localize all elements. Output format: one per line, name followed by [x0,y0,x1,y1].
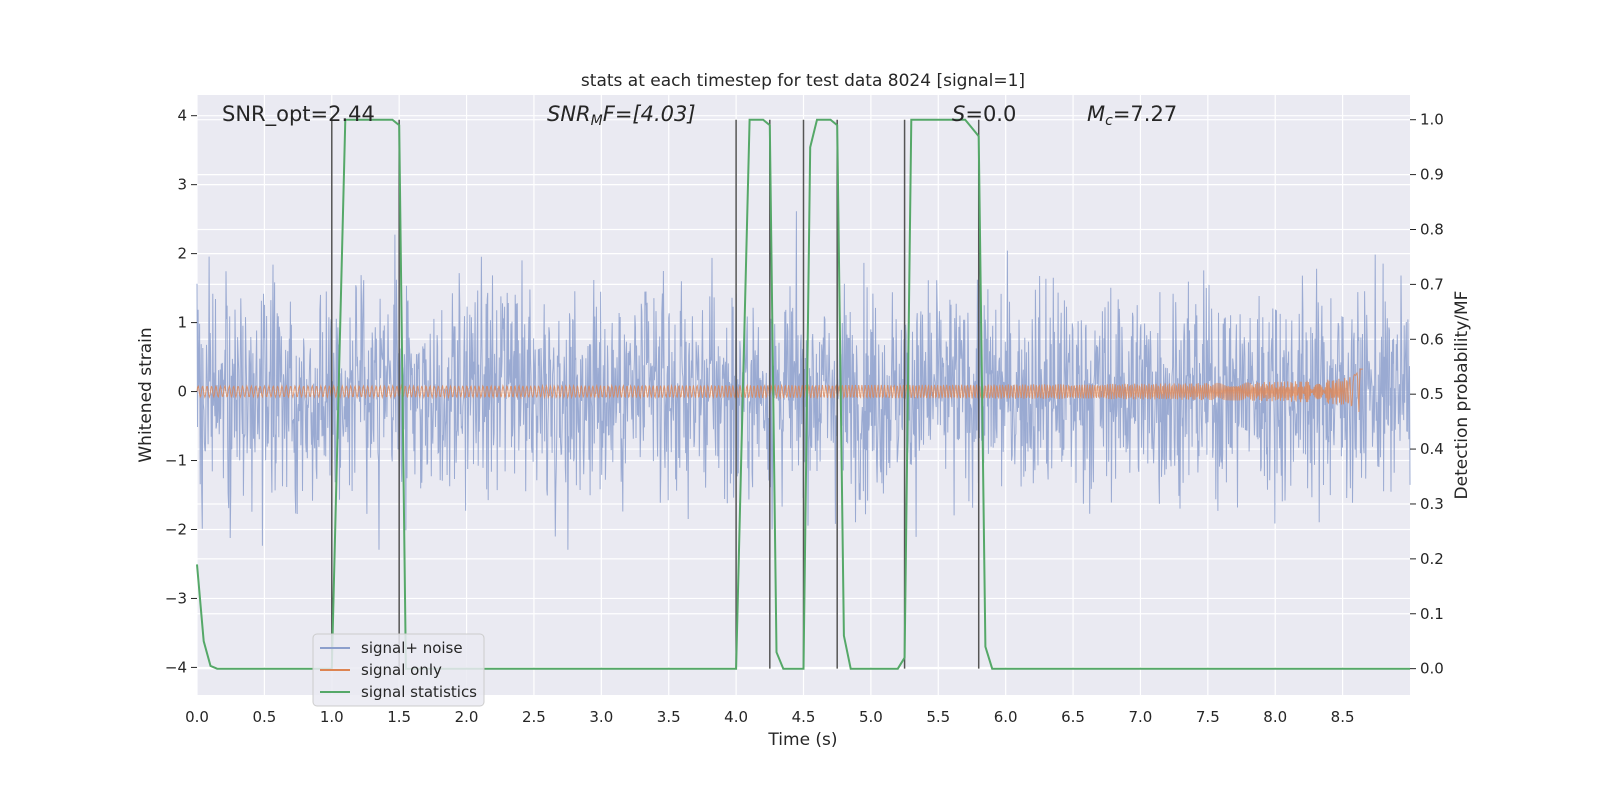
y-tick-label-right: 0.9 [1420,166,1444,184]
x-tick-label: 3.5 [657,708,681,726]
x-tick-label: 8.5 [1331,708,1355,726]
x-tick-label: 3.0 [589,708,613,726]
y-tick-label-left: −4 [165,658,187,676]
y-tick-label-left: 2 [177,245,187,263]
x-tick-label: 7.0 [1129,708,1153,726]
x-axis-ticks: 0.0 0.5 1.0 1.5 2.0 2.5 3.0 3.5 4.0 4.5 5.0 5.5 6.0 6… [185,708,1354,726]
legend-label-signal-noise: signal+ noise [361,639,463,657]
vertical-markers [331,119,980,669]
y-tick-label-left: 0 [177,383,187,401]
signal-only-line [196,368,1363,412]
chart-title: stats at each timestep for test data 802… [581,71,1025,91]
annotation-s: S=0.0 [952,102,1016,126]
x-tick-label: 5.0 [859,708,883,726]
x-tick-label: 6.0 [994,708,1018,726]
left-y-axis-label: Whitened strain [136,327,156,462]
y-tick-label-left: −2 [165,520,187,538]
x-tick-label: 1.5 [387,708,411,726]
x-tick-label: 2.5 [522,708,546,726]
x-axis-label: Time (s) [767,730,837,750]
y-tick-label-left: −1 [165,452,187,470]
x-tick-label: 8.0 [1263,708,1287,726]
x-tick-label: 0.5 [252,708,276,726]
annotation-snr-mf: SNRMF=[4.03] [547,102,696,129]
right-y-axis-label: Detection probability/MF [1452,291,1472,500]
y-tick-label-right: 0.6 [1420,330,1444,348]
y-tick-label-right: 0.4 [1420,440,1444,458]
legend-label-signal-only: signal only [361,661,442,679]
y-tick-label-right: 1.0 [1420,111,1444,129]
y-tick-label-left: 3 [177,176,187,194]
y-tick-label-right: 0.5 [1420,385,1444,403]
legend: signal+ noise signal only signal statist… [312,633,485,707]
x-tick-label: 5.5 [926,708,950,726]
signal-only-series [196,368,1363,412]
y-tick-label-right: 0.1 [1420,605,1444,623]
x-tick-label: 0.0 [185,708,209,726]
right-y-axis-ticks: 1.0 0.9 0.8 0.7 0.6 0.5 0.4 0.3 0.2 0.1 0.0 [1410,111,1444,678]
annotation-snr-opt: SNR_opt=2.44 [222,102,375,127]
y-tick-label-right: 0.7 [1420,275,1444,293]
x-tick-label: 4.0 [724,708,748,726]
legend-box [312,633,485,707]
y-tick-label-right: 0.2 [1420,550,1444,568]
y-tick-label-right: 0.8 [1420,220,1444,238]
x-tick-label: 4.5 [792,708,816,726]
y-tick-label-left: 4 [177,107,187,125]
y-tick-label-right: 0.0 [1420,660,1444,678]
annotation-mc: Mc=7.27 [1087,102,1177,129]
y-tick-label-right: 0.3 [1420,495,1444,513]
x-tick-label: 1.0 [320,708,344,726]
y-tick-label-left: 1 [177,314,187,332]
legend-label-signal-statistics: signal statistics [361,683,477,701]
x-tick-label: 7.5 [1196,708,1220,726]
y-tick-label-left: −3 [165,589,187,607]
x-tick-label: 6.5 [1061,708,1085,726]
x-tick-label: 2.0 [455,708,479,726]
left-y-axis-ticks: 4 3 2 1 0 −1 −2 −3 −4 [165,107,197,676]
